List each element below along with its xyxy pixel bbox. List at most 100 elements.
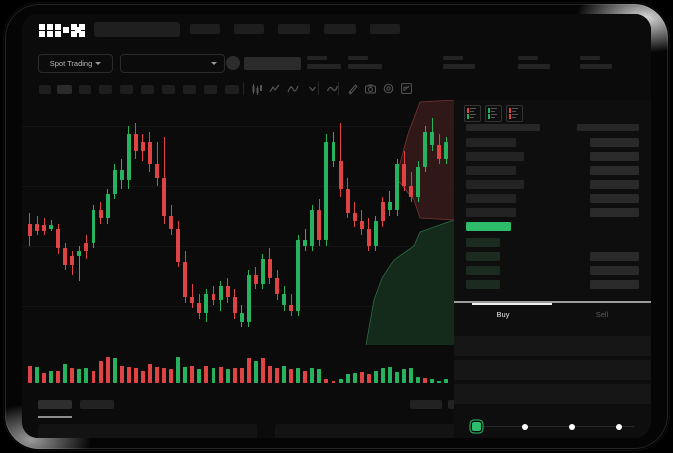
indicators-icon[interactable] xyxy=(286,82,299,95)
candle-wick xyxy=(78,245,80,281)
timeframe-1m[interactable] xyxy=(57,85,72,94)
candle-body xyxy=(49,225,54,230)
candle-body xyxy=(260,259,265,284)
volume-bar xyxy=(183,366,188,383)
orderbook-last-price-row[interactable] xyxy=(466,222,511,231)
bottom-action-1[interactable] xyxy=(410,400,442,409)
market-type-label: Spot Trading xyxy=(49,59,93,68)
timeframe-4h[interactable] xyxy=(162,85,175,94)
timeframe-5m[interactable] xyxy=(79,85,91,94)
candlestick-chart-icon[interactable] xyxy=(250,82,263,95)
orderbook-bid-row[interactable] xyxy=(466,266,500,275)
drawing-tools-icon[interactable] xyxy=(346,82,359,95)
volume-bar xyxy=(126,366,131,383)
candle-body xyxy=(225,286,230,298)
order-type-field[interactable] xyxy=(454,336,651,356)
orderbook-ask-row[interactable] xyxy=(466,138,516,147)
candle xyxy=(289,100,294,345)
orderbook-ask-row[interactable] xyxy=(466,166,516,175)
amount-field[interactable] xyxy=(454,384,651,404)
search-input[interactable] xyxy=(94,22,180,37)
timeframe-time[interactable] xyxy=(39,85,51,94)
timeframe-1w[interactable] xyxy=(204,85,217,94)
candlestick-chart[interactable] xyxy=(22,100,454,345)
market-type-select[interactable]: Spot Trading xyxy=(38,54,113,73)
candle-body xyxy=(126,134,131,181)
orderbook-ask-row[interactable] xyxy=(466,152,524,161)
gridline-0 xyxy=(22,126,454,127)
orderbook-bid-amount xyxy=(590,266,639,275)
slider-stop-25[interactable] xyxy=(522,423,528,430)
nav-item-2[interactable] xyxy=(234,24,264,34)
candle xyxy=(345,100,350,345)
orderbook-ask-row[interactable] xyxy=(466,194,516,203)
slider-handle[interactable] xyxy=(472,422,481,431)
depth-view-both-icon[interactable] xyxy=(464,105,481,122)
orderbook-ask-row[interactable] xyxy=(466,180,524,189)
candle xyxy=(282,100,287,345)
settings-gear-icon[interactable] xyxy=(382,82,395,95)
candle xyxy=(140,100,145,345)
timeframe-30m[interactable] xyxy=(120,85,133,94)
timeframe-more[interactable] xyxy=(225,85,239,94)
chevron-down-icon[interactable] xyxy=(306,82,319,95)
stat-last-price-label xyxy=(307,56,327,60)
bottom-tab-order-history[interactable] xyxy=(80,400,114,409)
trend-line-icon[interactable] xyxy=(326,82,339,95)
volume-bar xyxy=(352,373,357,383)
slider-track xyxy=(472,426,634,427)
candle-body xyxy=(176,229,181,262)
camera-icon[interactable] xyxy=(364,82,377,95)
price-field[interactable] xyxy=(454,360,651,380)
volume-bar xyxy=(409,368,414,383)
candle-body xyxy=(352,213,357,222)
nav-item-1[interactable] xyxy=(190,24,220,34)
trade-sidebar: Buy Sell xyxy=(454,100,651,438)
orderbook-bid-row[interactable] xyxy=(466,238,500,247)
orderbook-bid-row[interactable] xyxy=(466,252,500,261)
bottom-tab-open-orders[interactable] xyxy=(38,400,72,409)
tab-sell[interactable]: Sell xyxy=(595,310,609,319)
nav-item-3[interactable] xyxy=(278,24,310,34)
slider-stop-75[interactable] xyxy=(616,423,622,430)
orderbook-bid-row[interactable] xyxy=(466,280,500,289)
timeframe-1d[interactable] xyxy=(183,85,196,94)
nav-item-4[interactable] xyxy=(324,24,356,34)
candle-body xyxy=(444,142,449,159)
active-tab-indicator xyxy=(472,303,552,305)
volume-bar xyxy=(239,368,244,383)
line-chart-icon[interactable] xyxy=(268,82,281,95)
volume-bar xyxy=(232,368,237,383)
trading-pair-select[interactable] xyxy=(120,54,225,73)
timeframe-1h[interactable] xyxy=(141,85,154,94)
candle-body xyxy=(373,221,378,246)
stat-24h-change-value xyxy=(348,64,382,69)
candle-body xyxy=(331,142,336,162)
volume-bar xyxy=(282,365,287,383)
timeframe-15m[interactable] xyxy=(99,85,112,94)
tab-buy[interactable]: Buy xyxy=(496,310,510,319)
orderbook-bid-amount xyxy=(590,280,639,289)
orderbook-ask-amount xyxy=(590,194,639,203)
candle xyxy=(317,100,322,345)
candle-body xyxy=(310,210,315,246)
okx-logo[interactable] xyxy=(39,24,86,37)
order-book[interactable] xyxy=(454,124,651,301)
amount-percent-slider[interactable] xyxy=(472,422,634,431)
candle xyxy=(366,100,371,345)
volume-bar xyxy=(162,368,167,383)
candle xyxy=(28,100,32,345)
slider-stop-50[interactable] xyxy=(569,423,575,430)
candle-body xyxy=(338,161,343,189)
depth-view-asks-icon[interactable] xyxy=(506,105,523,122)
volume-bar xyxy=(317,369,322,383)
orderbook-ask-row[interactable] xyxy=(466,208,516,217)
depth-view-bids-icon[interactable] xyxy=(485,105,502,122)
orderbook-header-price xyxy=(466,124,540,131)
volume-bar xyxy=(169,369,174,383)
candle xyxy=(148,100,152,345)
fullscreen-icon[interactable] xyxy=(400,82,413,95)
toolbar-divider xyxy=(338,82,339,95)
nav-item-5[interactable] xyxy=(370,24,400,34)
orderbook-ask-amount xyxy=(590,152,639,161)
